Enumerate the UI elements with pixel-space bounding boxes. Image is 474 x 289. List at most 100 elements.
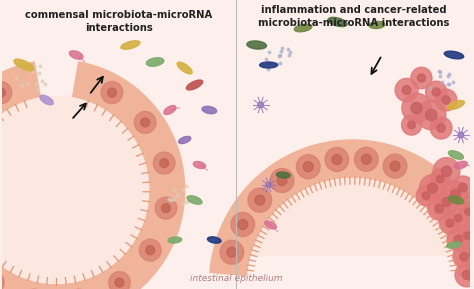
Circle shape [418,74,426,82]
Circle shape [442,96,450,104]
Polygon shape [246,177,458,276]
Circle shape [238,220,248,229]
Circle shape [419,175,446,201]
Circle shape [0,88,5,97]
Circle shape [422,192,430,200]
Circle shape [426,109,437,121]
Circle shape [141,118,150,127]
Text: intestinal epithelium: intestinal epithelium [190,274,283,283]
Text: commensal microbiota-microRNA
interactions: commensal microbiota-microRNA interactio… [25,10,212,33]
Circle shape [109,272,130,289]
Circle shape [457,226,474,245]
Circle shape [258,102,264,108]
Circle shape [437,124,445,132]
Ellipse shape [276,172,290,178]
Circle shape [303,162,313,172]
Circle shape [383,154,407,178]
Polygon shape [0,62,185,289]
Circle shape [451,189,460,199]
Circle shape [465,218,474,244]
Circle shape [428,197,450,220]
Circle shape [462,270,471,279]
Circle shape [464,194,474,219]
Circle shape [472,201,474,211]
Ellipse shape [444,51,464,59]
Ellipse shape [168,237,182,243]
Circle shape [464,232,471,239]
Circle shape [411,102,422,114]
Circle shape [441,166,452,176]
Circle shape [332,155,342,164]
Circle shape [460,253,468,261]
Circle shape [439,213,460,234]
Circle shape [231,212,255,236]
Circle shape [430,169,450,189]
Circle shape [473,239,474,264]
Circle shape [435,190,458,214]
Circle shape [402,86,411,95]
Ellipse shape [69,51,83,59]
Circle shape [296,155,320,179]
Circle shape [443,181,468,207]
Polygon shape [0,97,150,285]
Ellipse shape [121,41,140,49]
Circle shape [433,158,460,185]
Circle shape [390,161,400,171]
Circle shape [325,147,349,171]
Ellipse shape [447,101,465,110]
Circle shape [101,81,123,103]
Circle shape [473,270,474,278]
Circle shape [463,244,474,265]
Ellipse shape [187,196,202,204]
Circle shape [455,214,462,222]
Circle shape [446,219,454,227]
Circle shape [361,154,371,164]
Circle shape [0,81,12,103]
Circle shape [442,197,451,207]
Ellipse shape [260,62,277,68]
Ellipse shape [179,136,191,144]
Circle shape [428,183,438,193]
Ellipse shape [448,196,464,204]
Circle shape [430,117,452,139]
Circle shape [139,239,161,261]
Ellipse shape [208,237,221,243]
Circle shape [416,186,436,206]
Circle shape [160,159,169,168]
Bar [2,0,236,289]
Circle shape [452,176,474,199]
Circle shape [395,78,418,102]
Ellipse shape [448,151,464,159]
Circle shape [473,226,474,236]
Circle shape [162,203,171,212]
Polygon shape [210,140,474,276]
Circle shape [435,89,457,111]
Ellipse shape [40,95,53,105]
Circle shape [458,132,464,138]
Ellipse shape [164,105,176,114]
Circle shape [115,278,124,287]
Ellipse shape [294,24,312,32]
Circle shape [355,147,378,171]
Circle shape [432,88,440,96]
Ellipse shape [193,162,206,168]
Ellipse shape [369,21,385,29]
Ellipse shape [264,221,276,229]
Circle shape [447,228,469,251]
Circle shape [108,88,116,97]
Circle shape [454,235,462,244]
Circle shape [455,263,474,287]
Circle shape [459,202,474,221]
Bar [236,0,470,289]
Circle shape [248,188,272,212]
Circle shape [402,93,431,123]
Circle shape [277,175,287,186]
Ellipse shape [328,17,347,27]
Circle shape [408,121,415,129]
Ellipse shape [455,161,467,169]
Circle shape [448,208,468,228]
Circle shape [411,67,432,89]
Circle shape [146,246,155,255]
Circle shape [134,112,156,134]
Text: inflammation and cancer-related
microbiota-microRNA interactions: inflammation and cancer-related microbio… [258,5,449,28]
